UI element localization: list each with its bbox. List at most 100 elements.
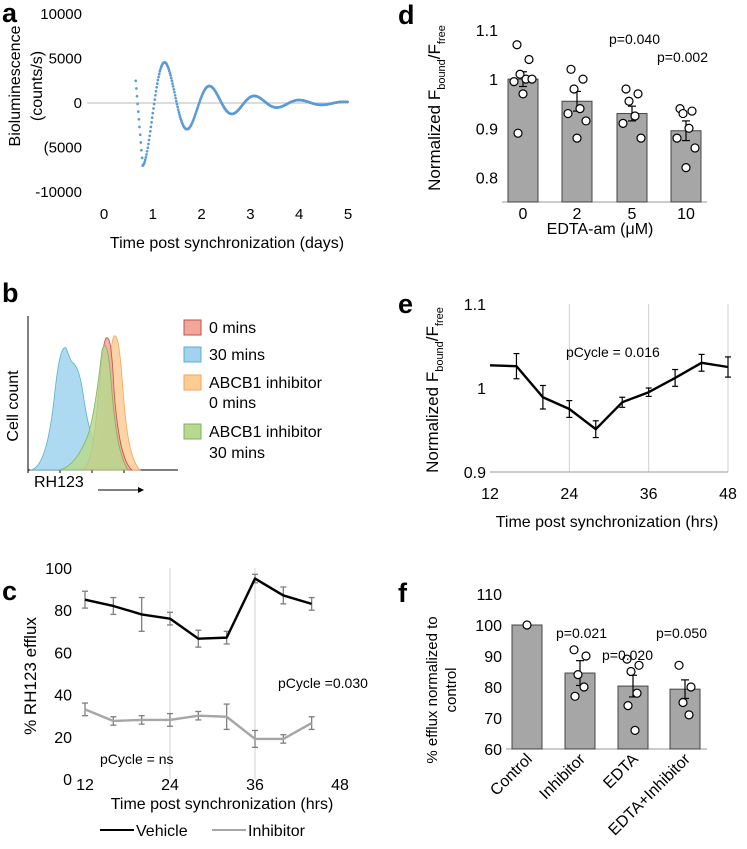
xtick-c-36: 36 xyxy=(246,777,264,794)
bar-d-0 xyxy=(507,78,539,203)
point-f-inhibitor xyxy=(569,645,579,655)
series-line-inhibitor xyxy=(84,708,313,741)
ytick-f-70: 70 xyxy=(484,711,502,728)
xtick-a-5: 5 xyxy=(344,206,352,223)
point-f-inhibitor xyxy=(581,651,591,661)
xlabel-c: Time post synchronization (hrs) xyxy=(111,796,334,813)
data-point-a xyxy=(143,158,147,162)
ylabel-d-main: Normalized F xyxy=(425,90,444,191)
point-f-control xyxy=(522,620,532,630)
data-point-a xyxy=(151,111,155,115)
data-point-a xyxy=(152,102,156,106)
legend-label-inhibitor-0-line2: 0 mins xyxy=(209,395,256,412)
data-point-a xyxy=(171,85,175,88)
legend-swatch-0-mins xyxy=(183,319,202,336)
data-point-a xyxy=(137,117,141,121)
data-point-a xyxy=(157,75,160,79)
point-d-0 xyxy=(518,89,528,99)
ylabel-a-line2: (counts/s) xyxy=(29,51,46,121)
ylabel-b: Cell count xyxy=(5,370,22,442)
data-point-a xyxy=(346,100,349,104)
data-point-a xyxy=(139,141,143,144)
xtick-c-24: 24 xyxy=(161,777,179,794)
legend-swatch-inhibitor-0 xyxy=(183,374,202,391)
ytick-c-0: 0 xyxy=(63,772,72,789)
data-point-a xyxy=(168,71,172,75)
legend-label-inhibitor: Inhibitor xyxy=(248,823,306,840)
legend-label-inhibitor-0-line1: ABCB1 inhibitor xyxy=(209,375,323,392)
point-d-2 xyxy=(569,84,579,94)
legend-label-vehicle: Vehicle xyxy=(136,823,188,840)
xtick-e-24: 24 xyxy=(560,486,578,503)
annotation-pcycle-inhibitor: pCycle = ns xyxy=(100,751,174,767)
point-d-2 xyxy=(581,116,591,126)
ylabel-f-line2: control xyxy=(443,667,460,712)
ytick-f-110: 110 xyxy=(476,587,502,604)
data-point-a xyxy=(174,96,178,100)
data-point-a xyxy=(145,153,148,156)
panel-c: c 0 20 40 60 80 100 12 24 36 48 % RH123 efflux T… xyxy=(2,561,368,840)
ylabel-d-sub2: free xyxy=(436,25,448,44)
pvalue-d-10: p=0.002 xyxy=(657,49,708,65)
point-d-5 xyxy=(633,89,643,99)
data-point-a xyxy=(169,74,172,77)
annotation-pcycle-vehicle: pCycle =0.030 xyxy=(278,675,368,691)
data-point-a xyxy=(157,72,161,76)
data-point-a xyxy=(175,102,179,106)
point-d-0 xyxy=(527,74,537,84)
point-f-inhibitor xyxy=(573,669,583,680)
point-d-5 xyxy=(624,96,634,106)
ytick-c-60: 60 xyxy=(54,645,72,662)
ylabel-d-sub1: bound xyxy=(436,59,448,90)
data-point-a xyxy=(173,93,177,97)
xlabel-e: Time post synchronization (hrs) xyxy=(496,514,719,531)
point-f-edta xyxy=(634,660,644,670)
point-f-edta-inhibitor xyxy=(678,697,688,708)
point-d-0 xyxy=(512,40,522,50)
data-point-a xyxy=(169,76,173,80)
xlabel-a: Time post synchronization (days) xyxy=(110,235,344,252)
point-d-10 xyxy=(678,108,688,119)
xtick-a-0: 0 xyxy=(100,206,108,223)
point-f-edta xyxy=(630,725,640,736)
point-d-10 xyxy=(690,143,700,153)
data-point-a xyxy=(155,82,159,85)
data-point-a xyxy=(144,156,148,159)
ytick-e-0: 0.9 xyxy=(464,465,486,482)
data-point-a xyxy=(167,69,171,73)
point-d-5 xyxy=(618,118,628,128)
ylabel-e-main: Normalized F xyxy=(423,372,442,473)
ylabel-a-line1: Bioluminescence xyxy=(7,25,24,146)
data-point-a xyxy=(154,89,158,93)
legend-swatch-30-mins xyxy=(183,346,202,363)
point-f-edta xyxy=(632,688,642,698)
legend-label-30-mins: 30 mins xyxy=(209,347,265,364)
data-point-a xyxy=(171,82,174,85)
panel-label-b: b xyxy=(2,278,19,308)
legend-label-inhibitor-30-line2: 30 mins xyxy=(209,445,265,462)
ytick-a-1: 5000 xyxy=(49,51,82,68)
xtick-d-2: 2 xyxy=(573,206,582,223)
data-point-a xyxy=(176,105,179,109)
data-point-a xyxy=(154,93,157,97)
point-d-2 xyxy=(578,74,588,84)
ylabel-f-line1: % efflux normalized to xyxy=(424,616,441,763)
point-d-2 xyxy=(575,104,585,114)
pvalue-f-edta: p=0.020 xyxy=(602,647,653,663)
point-f-edta-inhibitor xyxy=(686,682,696,692)
point-d-0 xyxy=(509,76,519,87)
data-point-a xyxy=(155,85,159,89)
pvalue-f-edta-inhibitor: p=0.050 xyxy=(656,625,707,641)
xtick-d-10: 10 xyxy=(677,206,695,223)
ytick-e-1: 1 xyxy=(477,381,486,398)
point-d-2 xyxy=(563,108,573,119)
pvalue-f-inhibitor: p=0.021 xyxy=(556,625,607,641)
xtick-d-5: 5 xyxy=(628,206,637,223)
data-point-a xyxy=(172,88,176,91)
data-point-a xyxy=(176,108,180,111)
annotation-pcycle-e: pCycle = 0.016 xyxy=(566,344,660,360)
point-f-inhibitor xyxy=(570,691,580,701)
data-point-a xyxy=(138,133,142,137)
ylabel-e: Normalized Fbound/Ffree xyxy=(423,307,446,473)
data-point-a xyxy=(158,70,162,73)
